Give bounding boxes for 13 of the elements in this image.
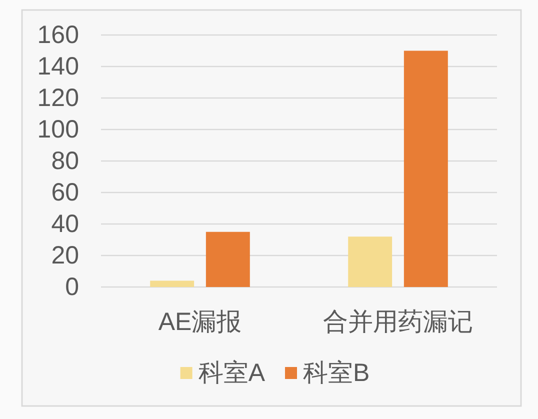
y-tick-label: 100 (37, 116, 79, 144)
y-tick-label: 140 (37, 52, 79, 80)
x-tick-label: 合并用药漏记 (323, 308, 473, 336)
x-tick-label: AE漏报 (158, 308, 242, 336)
legend-label: 科室A (198, 359, 265, 387)
y-tick-label: 20 (51, 242, 79, 270)
y-tick-label: 80 (51, 147, 79, 175)
y-tick-label: 60 (51, 178, 79, 206)
y-tick-label: 160 (37, 21, 79, 49)
legend-label: 科室B (303, 359, 370, 387)
y-tick-label: 40 (51, 210, 79, 238)
y-tick-label: 0 (65, 273, 79, 301)
y-tick-label: 120 (37, 84, 79, 112)
